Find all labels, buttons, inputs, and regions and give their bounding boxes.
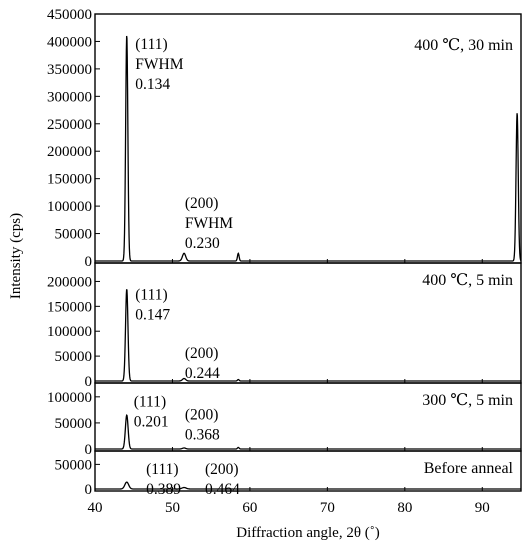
peak-annotation: (200) 0.244 [185,345,220,382]
x-tick-label: 70 [320,500,335,516]
y-tick-label: 200000 [47,144,92,160]
x-tick-label: 80 [397,500,412,516]
y-tick-label: 400000 [47,34,92,50]
y-tick-label: 50000 [55,457,93,473]
peak-annotation: (111) 0.147 [135,286,170,323]
peak-annotation: (111) 0.201 [134,394,169,431]
y-tick-label: 150000 [47,172,92,188]
panel-0: 0 50000 100000 150000 200000 250000 300000 3500… [47,7,522,270]
y-tick-label: 50000 [55,227,93,243]
condition-label: 300 ℃, 5 min [422,392,513,409]
y-tick-label: 150000 [47,299,92,315]
y-tick-label: 250000 [47,117,92,133]
y-tick-label: 100000 [47,199,92,215]
y-tick-label: 50000 [55,349,93,365]
xrd-trace [95,414,521,450]
y-tick-label: 0 [85,254,93,270]
y-tick-label: 100000 [47,390,92,406]
x-tick-label: 90 [475,500,490,516]
y-tick-label: 0 [85,442,93,458]
peak-annotation: (111) 0.389 [146,461,181,498]
y-tick-label: 50000 [55,416,93,432]
condition-label: Before anneal [424,460,514,477]
peak-annotation: (200) 0.368 [185,406,220,443]
x-tick-label: 40 [88,500,103,516]
peak-annotation: (200) FWHM 0.230 [185,195,233,252]
condition-label: 400 ℃, 5 min [422,272,513,289]
panels-layer: 0500001000001500002000002500003000003500… [47,7,522,498]
x-tick-label: 50 [165,500,180,516]
y-axis-title: Intensity (cps) [8,213,24,299]
y-tick-label: 450000 [47,7,92,23]
x-axis: 40 50 60 70 80 90 [88,500,490,516]
y-tick-label: 0 [85,482,93,498]
xrd-trace [95,289,521,382]
y-tick-label: 350000 [47,62,92,78]
panel-frame [94,450,522,492]
x-axis-title: Diffraction angle, 2θ (˚) [236,525,380,541]
x-tick-label: 60 [242,500,257,516]
peak-annotation: (111) FWHM 0.134 [135,36,183,93]
y-tick-label: 100000 [47,324,92,340]
panel-1: 0 50000 100000 150000 200000 (111) 0.147 (200) 0… [47,262,522,390]
xrd-trace [95,481,521,490]
xrd-trace [95,35,522,262]
condition-label: 400 ℃, 30 min [414,37,513,54]
panel-2: 0 50000 100000 (111) 0.201 (200) 0.368 300 ℃, 5… [47,382,522,458]
peak-annotation: (200) 0.464 [205,461,240,498]
y-tick-label: 200000 [47,274,92,290]
y-tick-label: 300000 [47,89,92,105]
y-tick-label: 0 [85,374,93,390]
panel-3: 0 50000 (111) 0.389 (200) 0.464 Before anneal [55,450,522,498]
